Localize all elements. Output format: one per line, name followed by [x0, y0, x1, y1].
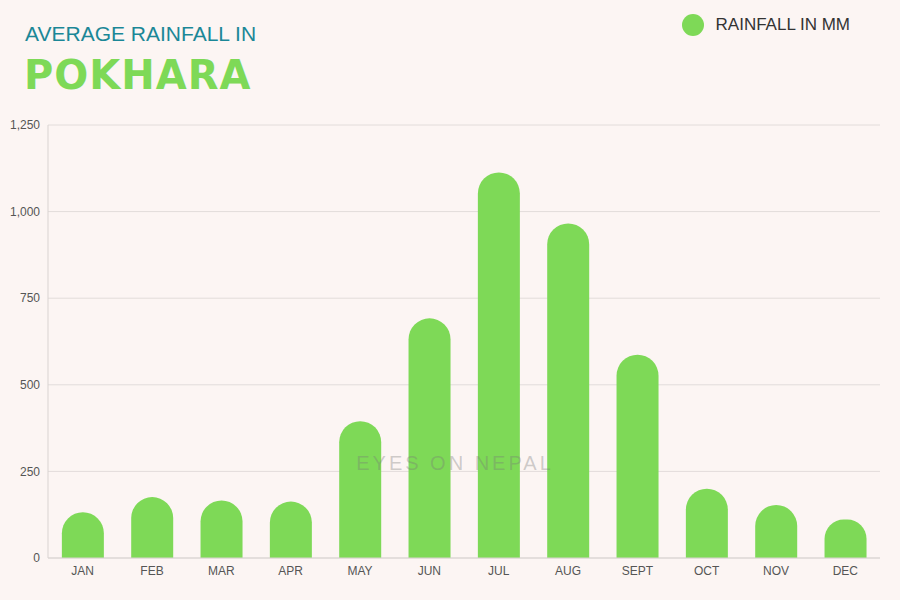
svg-text:MAR: MAR [208, 564, 235, 578]
svg-text:250: 250 [20, 465, 40, 479]
svg-text:OCT: OCT [694, 564, 720, 578]
svg-text:SEPT: SEPT [622, 564, 654, 578]
html-text:POKHARA: POKHARA [24, 52, 252, 98]
svg-text:NOV: NOV [763, 564, 789, 578]
svg-text:FEB: FEB [140, 564, 163, 578]
svg-text:JUL: JUL [488, 564, 510, 578]
svg-text:MAY: MAY [347, 564, 372, 578]
svg-text:0: 0 [33, 551, 40, 565]
svg-text:JUN: JUN [418, 564, 441, 578]
svg-text:750: 750 [20, 291, 40, 305]
svg-text:500: 500 [20, 378, 40, 392]
html-text:EYES ON NEPAL: EYES ON NEPAL [356, 452, 554, 474]
html-text:AVERAGE RAINFALL IN: AVERAGE RAINFALL IN [25, 22, 257, 45]
svg-text:AUG: AUG [555, 564, 581, 578]
html-text:RAINFALL IN MM: RAINFALL IN MM [715, 15, 850, 34]
svg-text:JAN: JAN [71, 564, 94, 578]
svg-text:1,000: 1,000 [10, 205, 40, 219]
svg-text:DEC: DEC [833, 564, 859, 578]
svg-text:APR: APR [278, 564, 303, 578]
svg-text:1,250: 1,250 [10, 118, 40, 132]
